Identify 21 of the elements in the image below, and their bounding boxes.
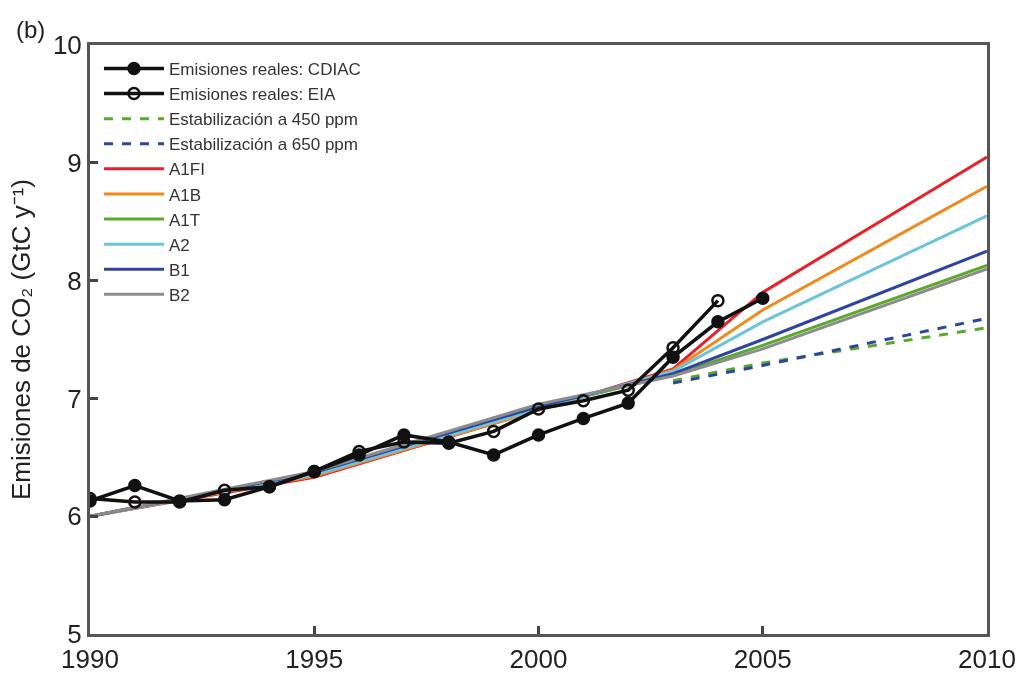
legend-label: A1T (168, 210, 201, 230)
legend-label: Emisiones reales: CDIAC (168, 60, 361, 80)
x-tick-label: 1995 (285, 644, 344, 675)
y-tick-label: 6 (67, 501, 82, 532)
legend-label: Emisiones reales: EIA (168, 85, 336, 105)
x-tick-label: 2010 (958, 644, 1016, 675)
x-tick-label: 2005 (733, 644, 792, 675)
y-tick-label: 7 (67, 383, 82, 414)
legend-label: A2 (168, 235, 190, 255)
y-tick-label: 9 (67, 147, 82, 178)
legend-label: Estabilización a 650 ppm (168, 135, 358, 155)
text: (b) (16, 16, 46, 43)
legend-label: A1B (168, 185, 202, 205)
y-tick-label: 8 (67, 265, 82, 296)
x-tick-label: 2000 (509, 644, 568, 675)
y-axis-title: Emisiones de CO₂ (GtC y⁻¹) (6, 178, 37, 501)
legend-label: Estabilización a 450 ppm (168, 110, 358, 130)
legend-label: A1FI (168, 160, 205, 180)
legend-label: B1 (168, 260, 190, 280)
y-tick-label: 10 (52, 30, 82, 61)
legend-label: B2 (168, 285, 190, 305)
